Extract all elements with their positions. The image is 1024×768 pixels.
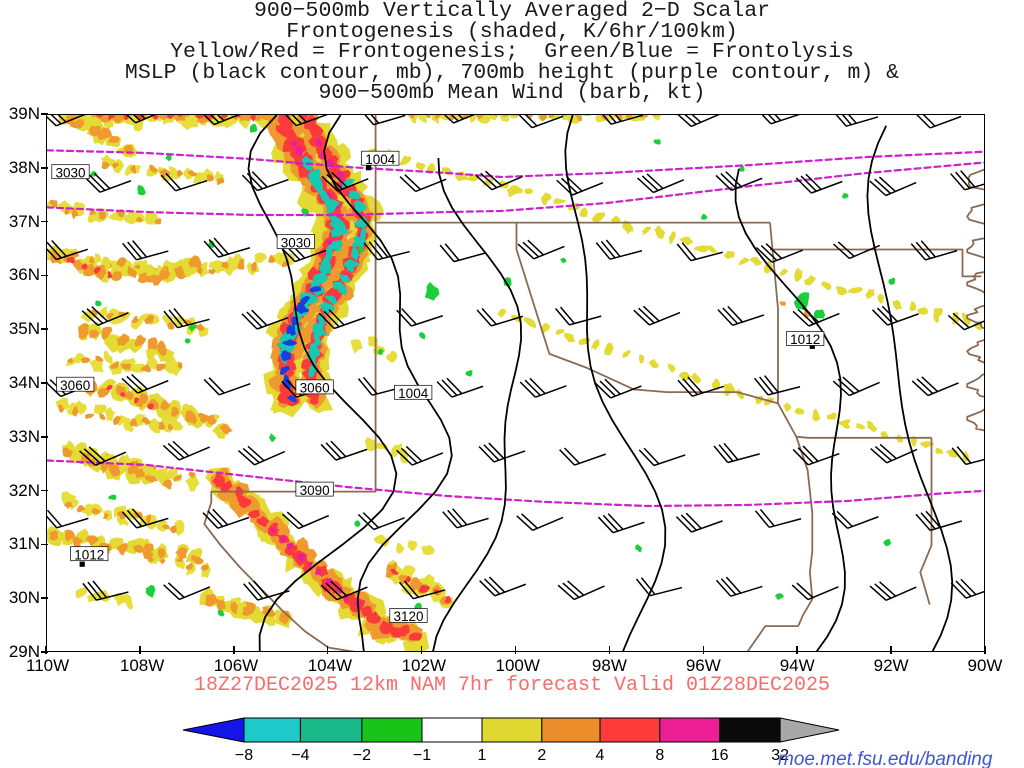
- svg-text:−1: −1: [413, 747, 431, 764]
- svg-text:3120: 3120: [393, 609, 423, 624]
- svg-text:3030: 3030: [55, 165, 85, 180]
- svg-text:8: 8: [655, 747, 664, 764]
- svg-text:3060: 3060: [300, 381, 330, 396]
- svg-text:−2: −2: [353, 747, 371, 764]
- svg-text:1004: 1004: [365, 152, 396, 167]
- svg-text:4: 4: [596, 747, 605, 764]
- svg-text:−4: −4: [291, 747, 309, 764]
- svg-text:1004: 1004: [398, 386, 429, 401]
- svg-text:3060: 3060: [60, 378, 90, 393]
- svg-text:1: 1: [478, 747, 487, 764]
- svg-text:3030: 3030: [281, 235, 311, 250]
- svg-text:1012: 1012: [790, 332, 820, 347]
- svg-text:16: 16: [711, 747, 729, 764]
- svg-text:−8: −8: [235, 747, 253, 764]
- svg-text:3090: 3090: [300, 483, 330, 498]
- svg-text:1012: 1012: [74, 547, 104, 562]
- svg-text:2: 2: [537, 747, 546, 764]
